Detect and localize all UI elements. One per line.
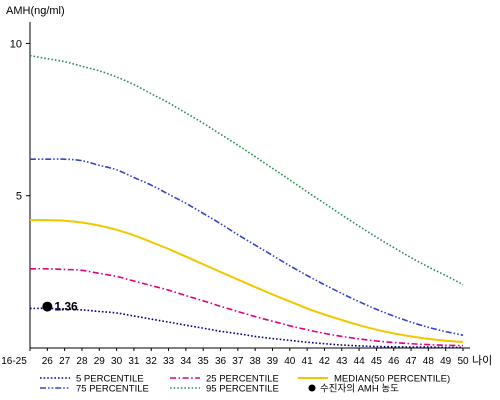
x-tick-label: 36 (215, 356, 227, 367)
patient-amh-marker (42, 301, 53, 312)
x-axis-label: 나이 (472, 354, 492, 367)
series-line-median-50-percentile (29, 219, 464, 343)
series-layer (29, 54, 464, 349)
x-tick-label: 40 (284, 356, 296, 367)
legend-marker-swatch (308, 384, 316, 392)
x-tick-label: 48 (423, 356, 435, 367)
legend-marker-label: 수진자의 AMH 농도 (320, 384, 399, 395)
legend-label: 75 PERCENTILE (76, 384, 149, 395)
legend-label: 25 PERCENTILE (206, 374, 279, 385)
x-tick-label: 16-25 (1, 356, 27, 367)
x-tick-label: 30 (111, 356, 123, 367)
x-tick-label: 27 (59, 356, 71, 367)
x-tick-label: 50 (457, 356, 469, 367)
x-tick-label: 33 (163, 356, 175, 367)
legend-label: 5 PERCENTILE (76, 374, 144, 385)
x-tick-label: 39 (267, 356, 279, 367)
x-tick-label: 42 (319, 356, 331, 367)
series-line-25-percentile (29, 267, 464, 347)
x-tick-label: 46 (388, 356, 400, 367)
x-tick-label: 32 (146, 356, 158, 367)
x-ticks: 16-25 26 27 28 29 30 31 32 33 34 35 36 37 38 39 40 41 42 4… (1, 348, 469, 367)
series-line-75-percentile (30, 158, 464, 336)
x-axis: 16-25 26 27 28 29 30 31 32 33 34 35 36 37 38 39 40 41 42 4… (1, 347, 492, 367)
y-tick-label: 5 (16, 191, 22, 203)
legend: 5 PERCENTILE 25 PERCENTILE MEDIAN(50 PERCE… (40, 374, 450, 395)
x-tick-label: 49 (440, 356, 452, 367)
y-ticks: 5 10 (10, 38, 30, 203)
x-tick-label: 44 (354, 356, 366, 367)
y-axis: AMH(ng/ml) 5 10 (6, 5, 65, 348)
x-tick-label: 43 (336, 356, 348, 367)
x-tick-label: 38 (250, 356, 262, 367)
x-tick-label: 45 (371, 356, 383, 367)
x-tick-label: 34 (180, 356, 192, 367)
x-tick-label: 28 (76, 356, 88, 367)
x-tick-label: 37 (232, 356, 244, 367)
x-tick-label: 31 (128, 356, 140, 367)
x-tick-label: 35 (198, 356, 210, 367)
patient-amh-value-label: 1.36 (54, 300, 78, 314)
x-tick-label: 26 (42, 356, 54, 367)
marker-layer: 1.36 (42, 300, 78, 314)
series-line-5-percentile (29, 307, 463, 349)
x-tick-label: 47 (405, 356, 417, 367)
y-tick-label: 10 (10, 38, 22, 50)
legend-label: MEDIAN(50 PERCENTILE) (334, 374, 450, 385)
series-line-95-percentile (29, 54, 464, 286)
x-tick-label: 41 (302, 356, 314, 367)
y-axis-label: AMH(ng/ml) (6, 5, 65, 17)
legend-label: 95 PERCENTILE (206, 384, 279, 395)
x-tick-label: 29 (94, 356, 106, 367)
